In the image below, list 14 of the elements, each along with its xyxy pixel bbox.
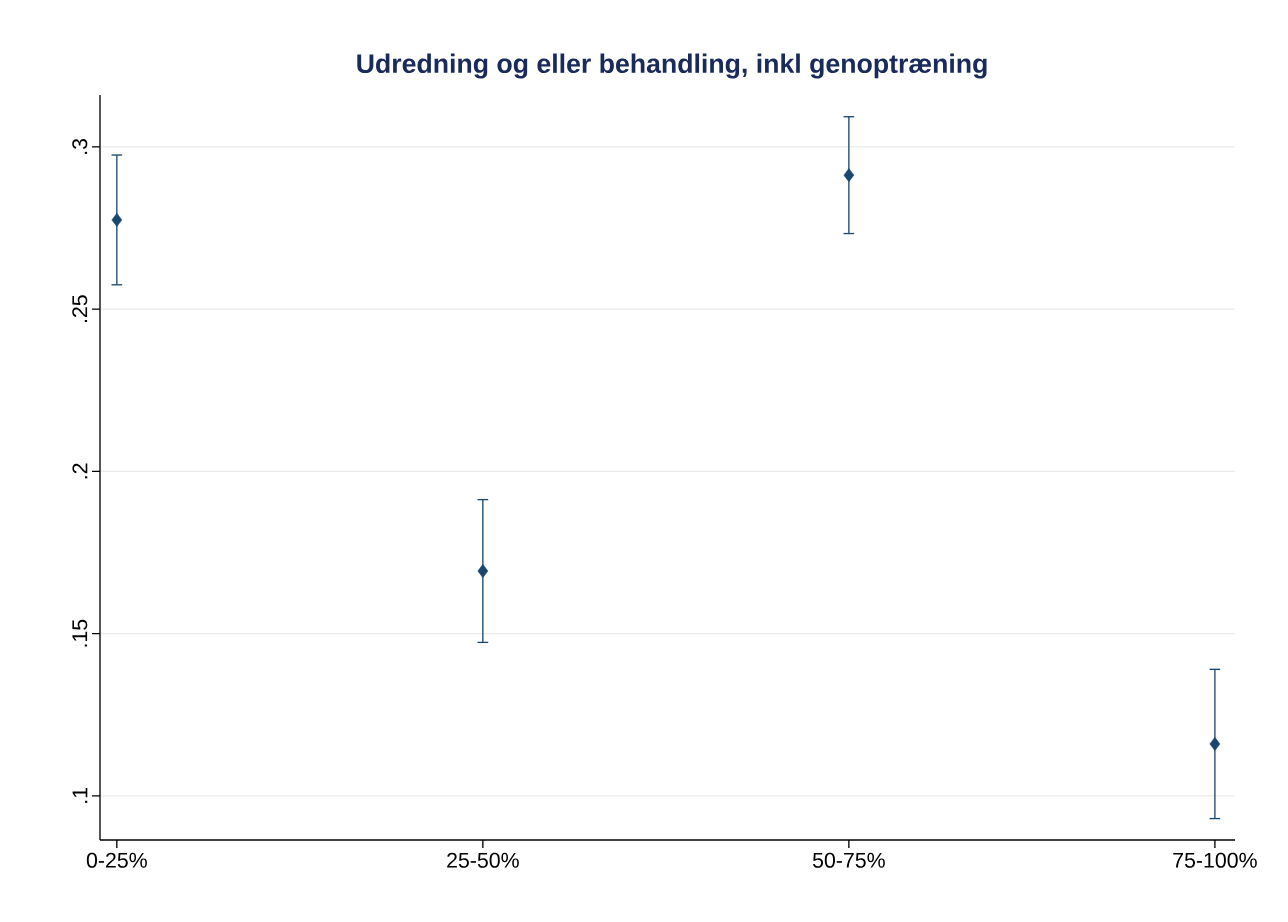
point xyxy=(477,564,489,578)
point xyxy=(1209,737,1221,751)
x-tick-label: 75-100% xyxy=(1173,852,1257,868)
y-tick-label: .15 xyxy=(72,619,88,647)
x-tick-label: 50-75% xyxy=(812,852,885,868)
x-tick-label: 25-50% xyxy=(447,852,519,868)
point xyxy=(843,168,855,183)
y-tick-label: .2 xyxy=(72,463,88,479)
y-tick-label: .1 xyxy=(72,788,88,803)
y-tick-label: .3 xyxy=(72,138,88,154)
chart-title: Udredning og eller behandling, inkl genoptræning xyxy=(357,53,987,79)
y-tick-label: .25 xyxy=(72,295,88,323)
x-tick-label: 0-25% xyxy=(86,852,147,868)
point xyxy=(111,212,123,227)
